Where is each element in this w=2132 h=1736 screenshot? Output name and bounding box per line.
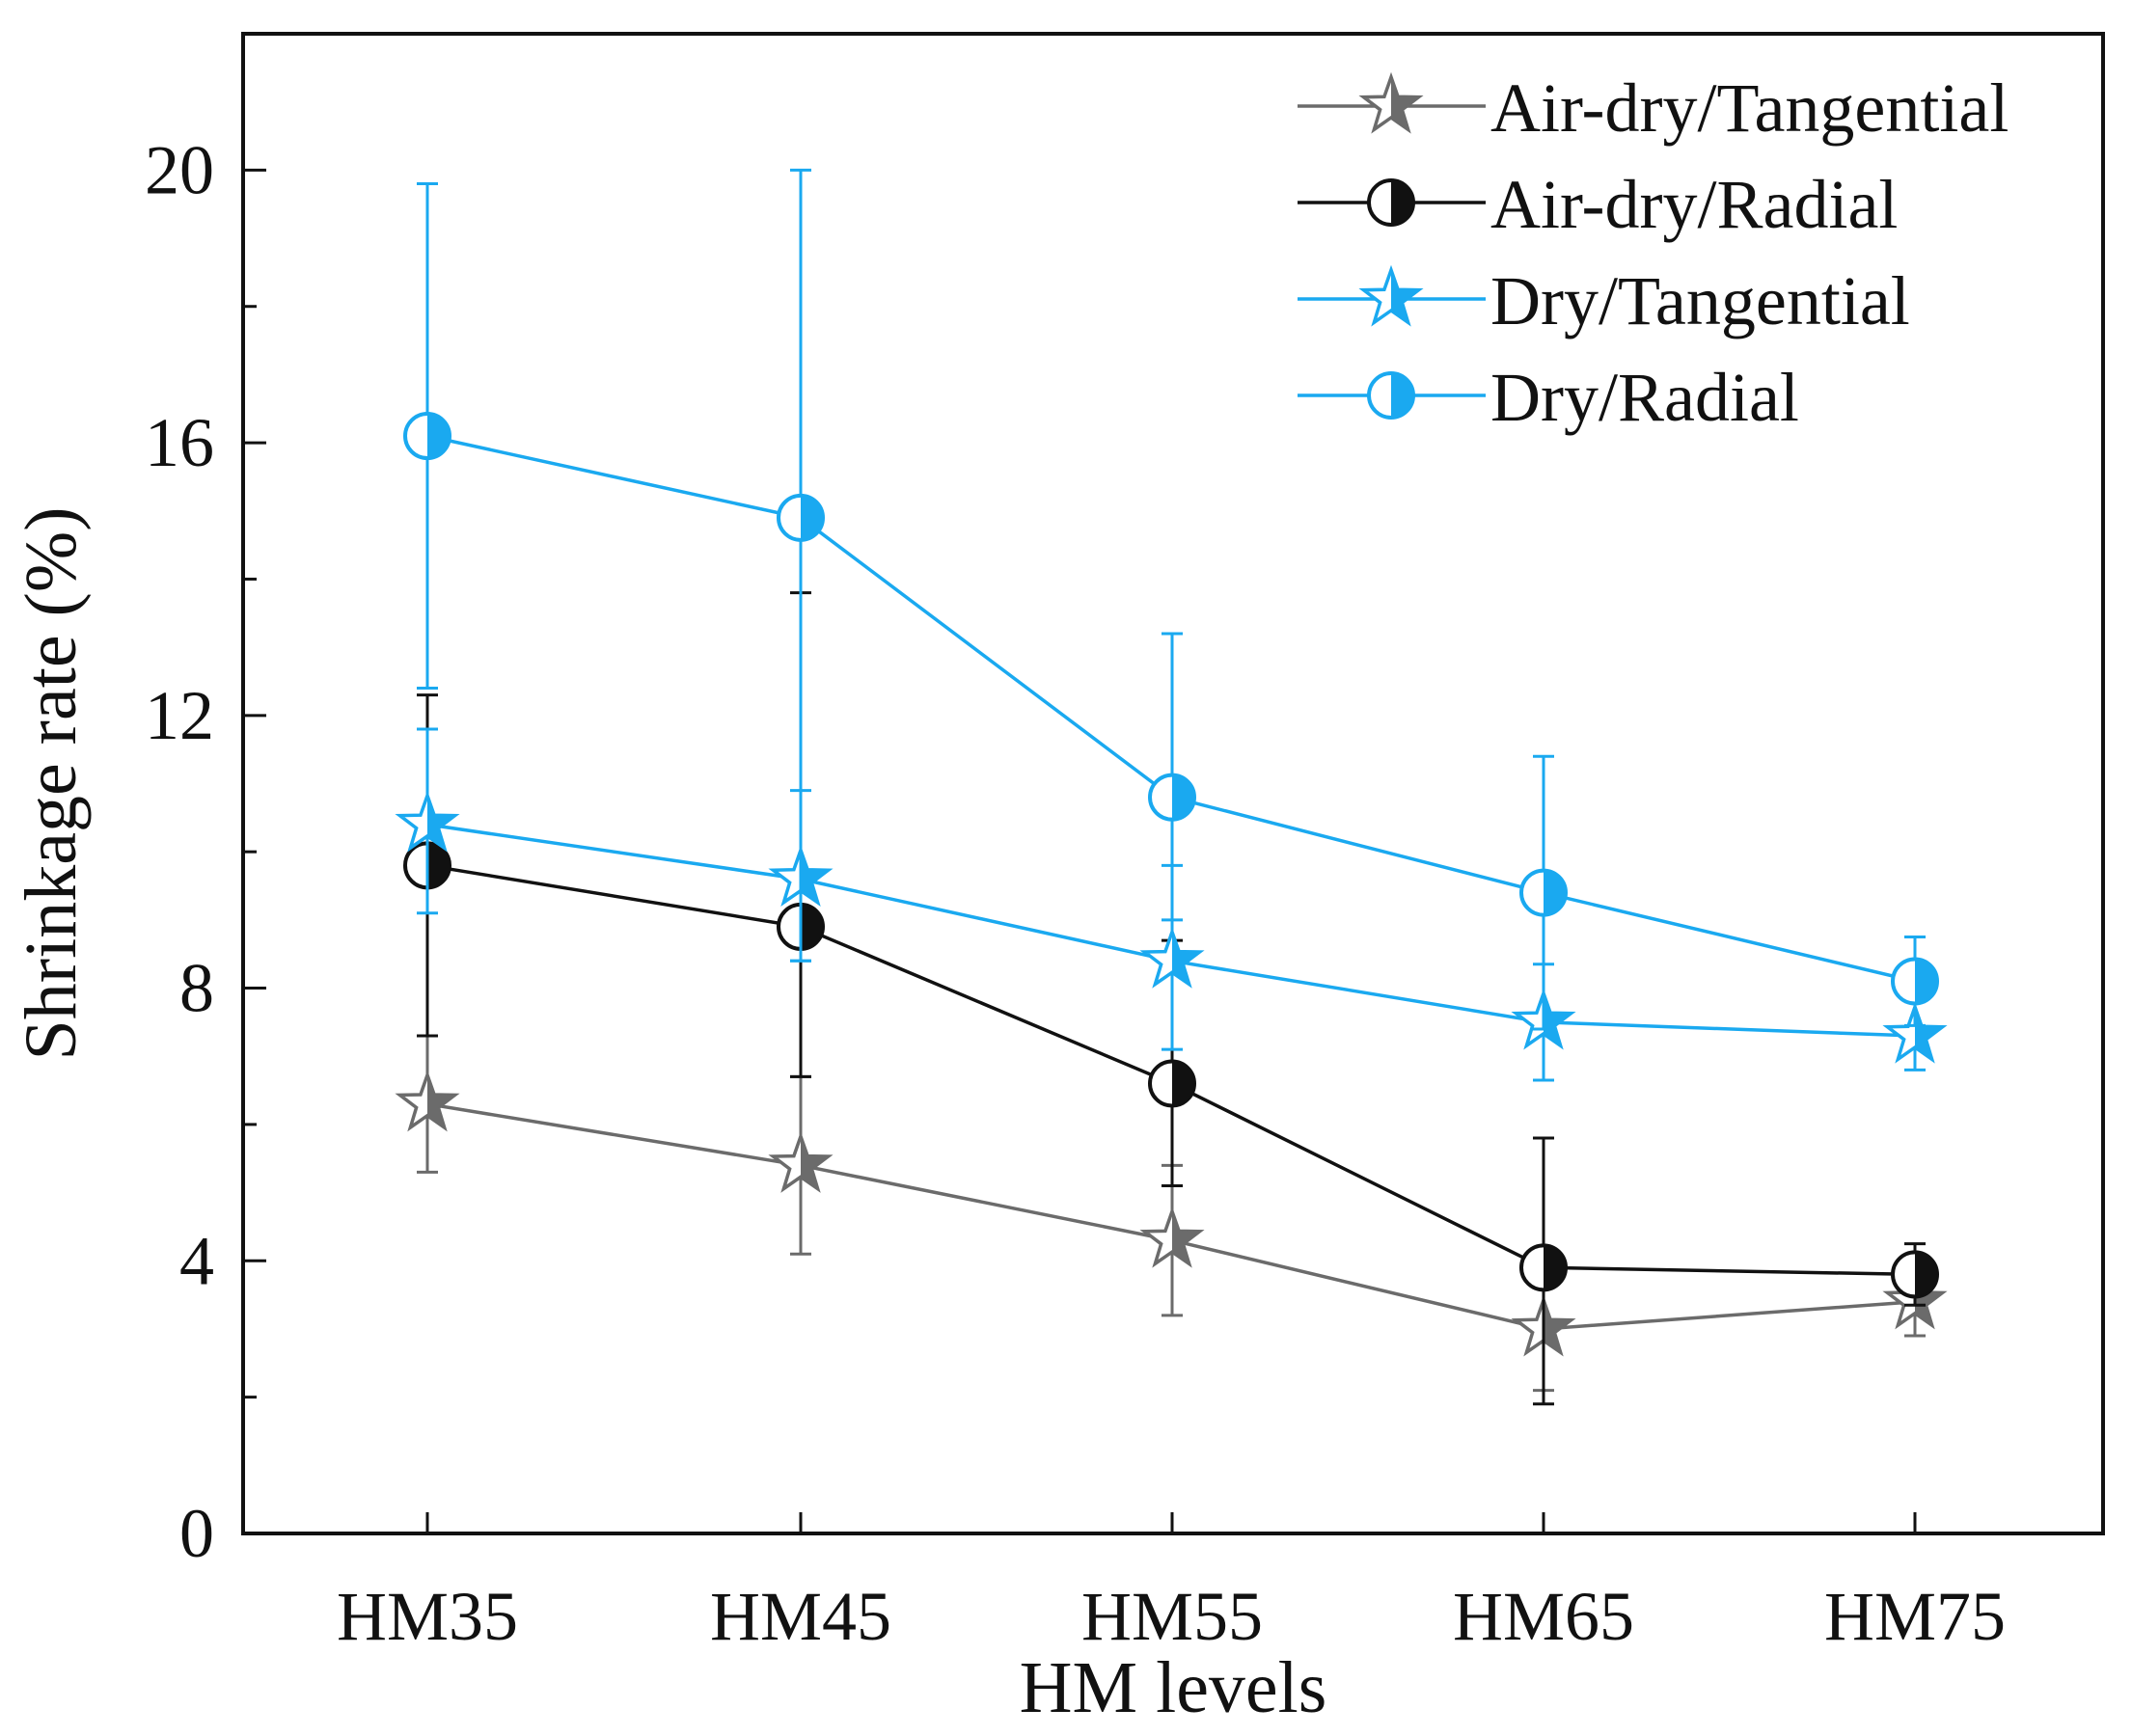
data-point-fill <box>1915 1007 1943 1060</box>
x-axis-title: HM levels <box>1020 1647 1327 1728</box>
legend-marker <box>1367 371 1415 420</box>
data-point-fill <box>1172 932 1200 985</box>
data-point <box>777 493 825 542</box>
data-point-fill <box>1915 1272 1943 1325</box>
data-point <box>1139 1206 1205 1268</box>
legend-label: Dry/Tangential <box>1490 262 1910 339</box>
legend-marker-fill <box>1391 77 1419 130</box>
data-point-fill <box>801 904 823 949</box>
legend-marker-fill <box>1391 373 1413 418</box>
legend-item: Air-dry/Radial <box>1298 166 1898 243</box>
legend-item: Dry/Radial <box>1298 359 1799 436</box>
data-point-fill <box>427 414 450 459</box>
data-point-fill <box>1915 1252 1937 1297</box>
data-point <box>768 1130 834 1193</box>
y-axis-title: Shrinkage rate (%) <box>11 507 92 1061</box>
data-point-fill <box>801 1136 829 1189</box>
series-dry-radial <box>403 168 1939 1031</box>
data-point-fill <box>801 850 829 903</box>
data-point-fill <box>1544 870 1566 915</box>
y-tick-label: 20 <box>145 131 214 208</box>
data-point <box>1882 1001 1948 1064</box>
error-bar <box>790 168 811 963</box>
data-point-fill <box>1172 1211 1200 1264</box>
legend-marker <box>1358 264 1424 327</box>
legend-marker <box>1367 178 1415 227</box>
legend-marker-fill <box>1391 270 1419 323</box>
x-tick-label: HM55 <box>1081 1578 1263 1655</box>
x-axis: HM35 HM45 HM55 HM65 HM75 <box>337 1512 2006 1655</box>
y-axis: 0 4 8 12 16 20 <box>145 32 266 1572</box>
data-point-fill <box>1172 774 1194 820</box>
legend-item: Dry/Tangential <box>1298 262 1910 339</box>
data-point <box>1148 1059 1196 1108</box>
legend-label: Air-dry/Radial <box>1490 166 1898 243</box>
data-point <box>395 790 460 853</box>
data-point-fill <box>801 495 823 540</box>
x-tick-label: HM75 <box>1824 1578 2006 1655</box>
x-tick-label: HM45 <box>710 1578 891 1655</box>
data-point <box>1519 868 1568 917</box>
y-tick-label: 16 <box>145 404 214 481</box>
data-point-fill <box>427 795 455 849</box>
data-point <box>1519 1243 1568 1292</box>
legend-label: Air-dry/Tangential <box>1490 69 2009 147</box>
data-point-fill <box>1172 1061 1194 1106</box>
data-point <box>1891 957 1939 1006</box>
x-tick-label: HM35 <box>337 1578 518 1655</box>
series-air-dry-radial <box>403 591 1939 1406</box>
y-tick-label: 0 <box>179 1495 214 1572</box>
data-point <box>1891 1250 1939 1299</box>
data-point-fill <box>1915 959 1937 1004</box>
data-point <box>395 1070 460 1132</box>
data-point-fill <box>1544 1245 1566 1290</box>
data-point-fill <box>1544 992 1572 1046</box>
data-point-fill <box>427 843 450 888</box>
legend-marker-fill <box>1391 180 1413 225</box>
x-tick-label: HM65 <box>1453 1578 1634 1655</box>
y-tick-label: 8 <box>179 950 214 1027</box>
data-point <box>1148 773 1196 822</box>
data-point <box>403 412 451 461</box>
legend-item: Air-dry/Tangential <box>1298 69 2009 147</box>
data-point-fill <box>427 1074 455 1127</box>
y-tick-label: 4 <box>179 1222 214 1299</box>
legend-marker <box>1358 71 1424 134</box>
y-tick-label: 12 <box>145 677 214 754</box>
legend: Air-dry/Tangential Air-dry/Radial Dry/Tang… <box>1298 69 2009 436</box>
data-point-fill <box>1544 1300 1572 1353</box>
legend-label: Dry/Radial <box>1490 359 1799 436</box>
data-point <box>1139 926 1205 989</box>
